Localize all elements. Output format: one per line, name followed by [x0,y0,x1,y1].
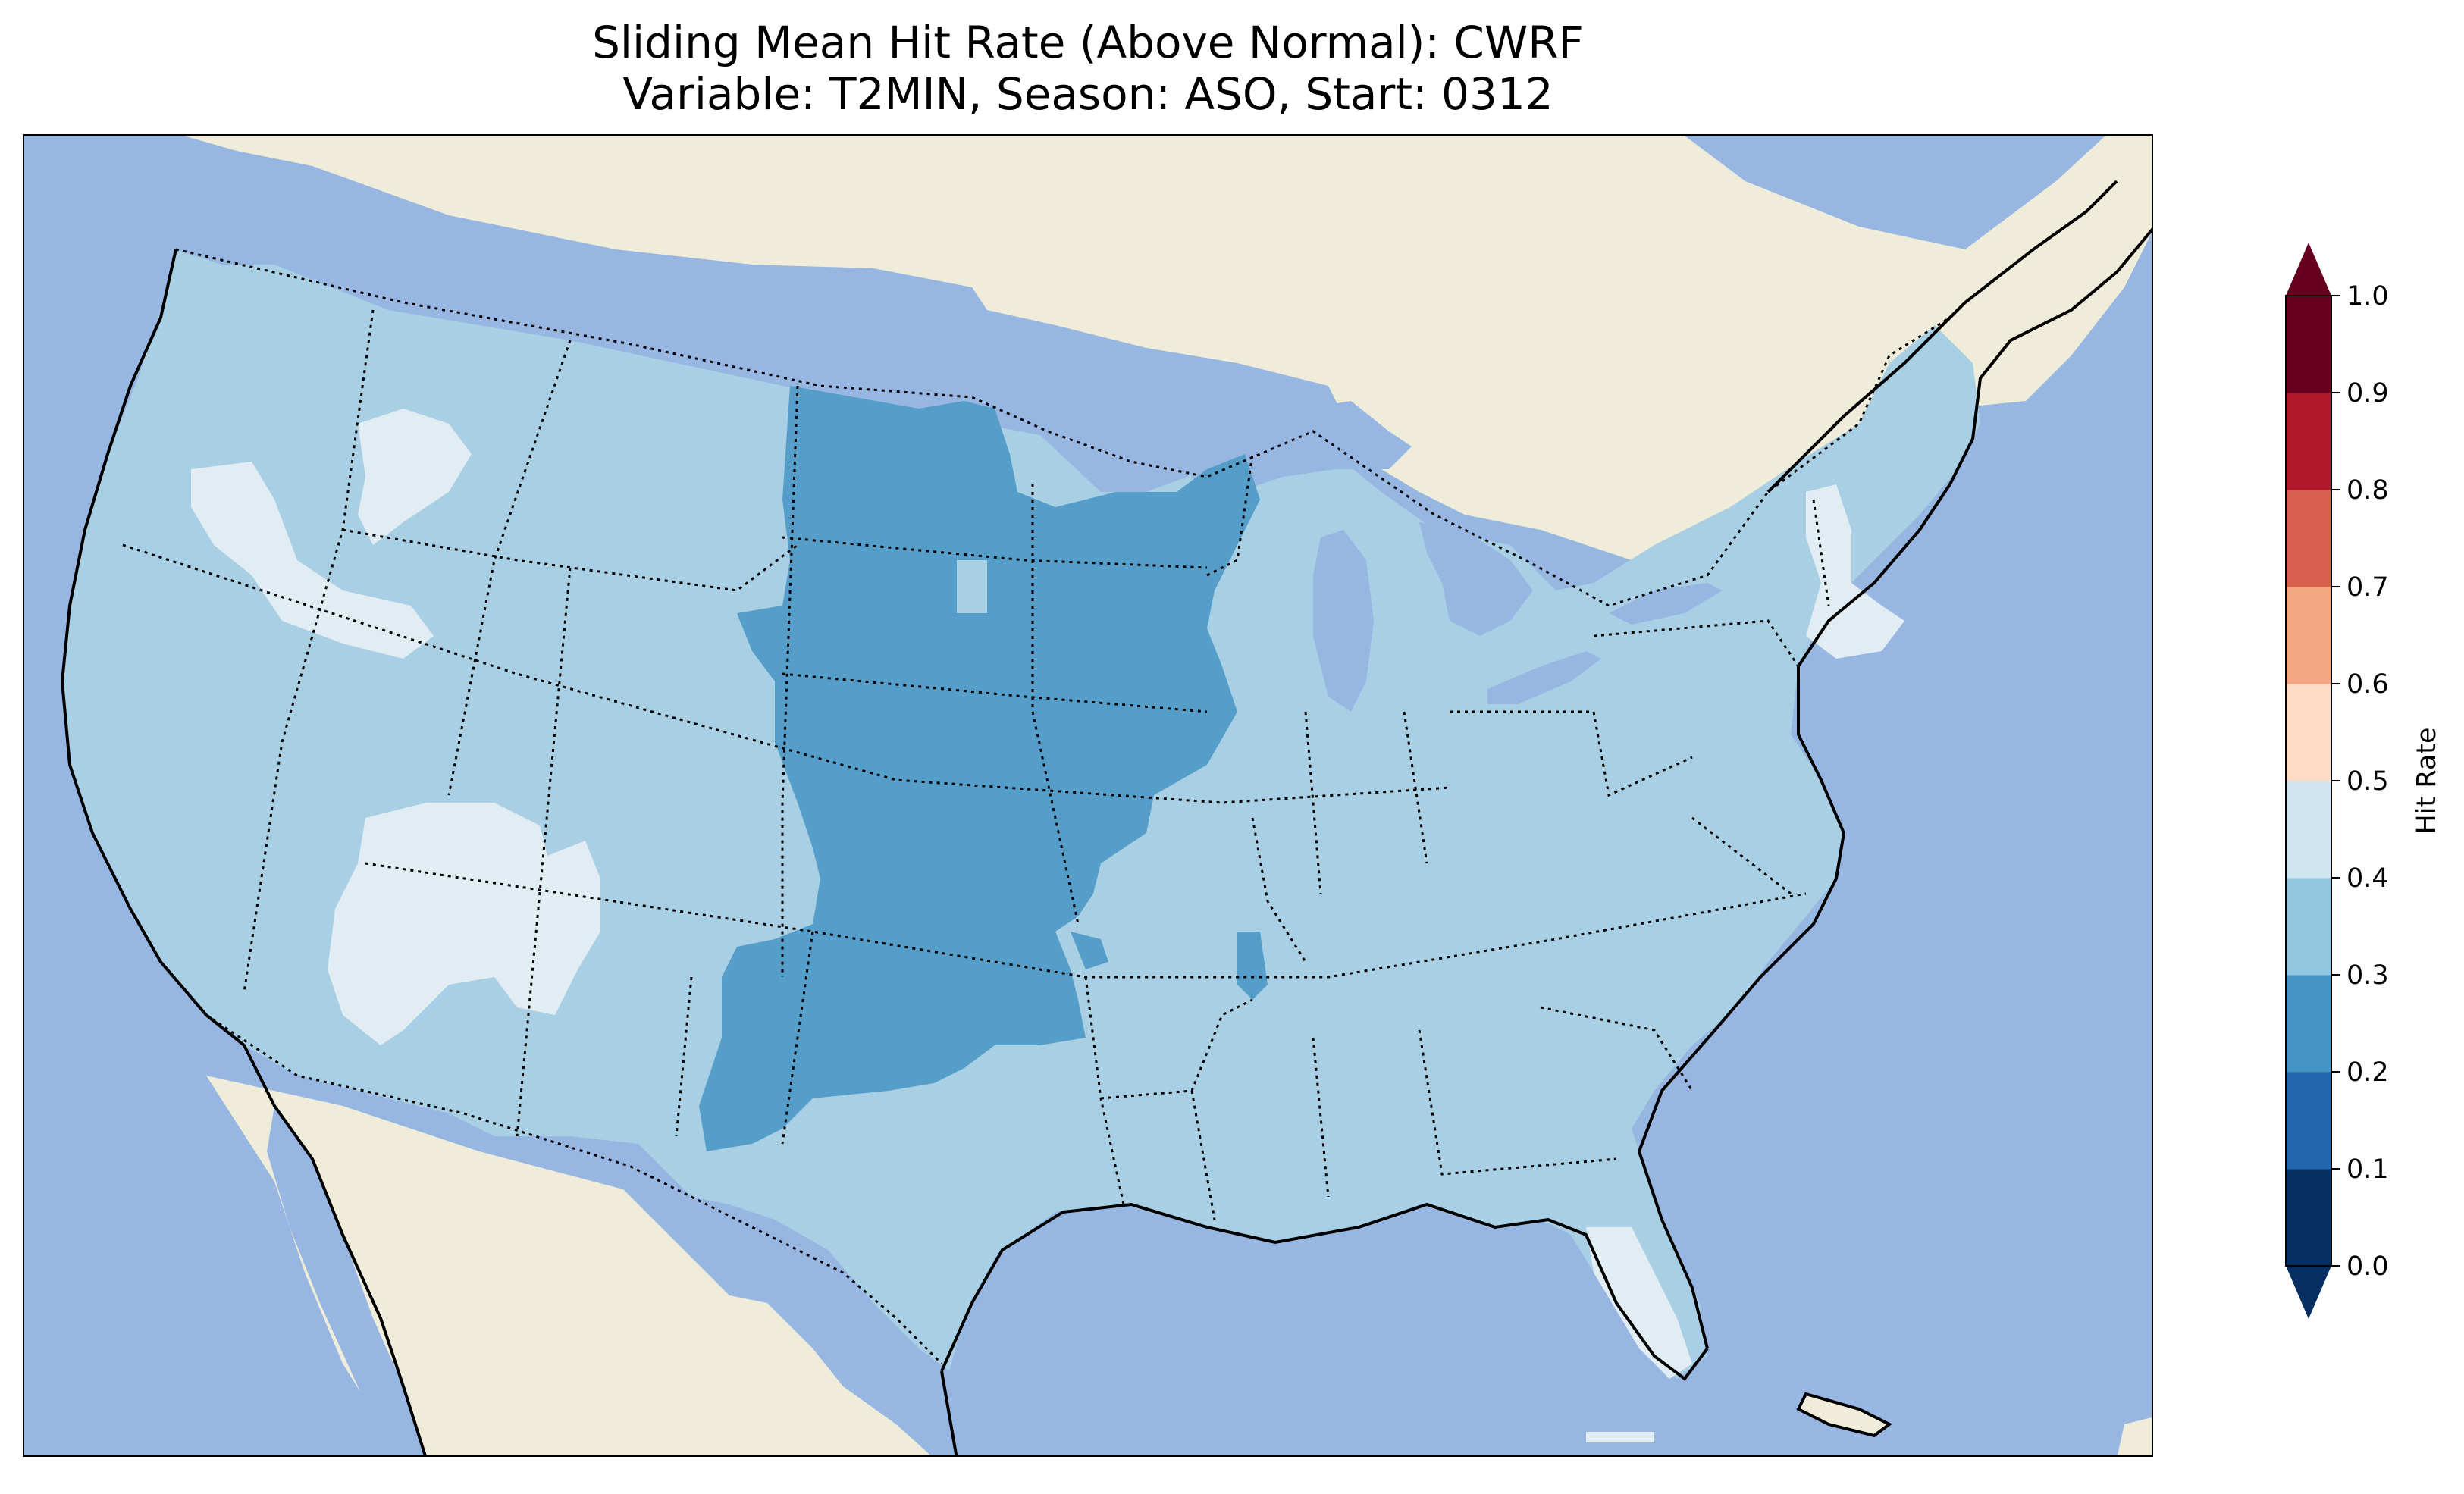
colorbar-bin [2286,490,2331,587]
colorbar-bins [2286,296,2331,1267]
country-border-mexico [205,1013,943,1365]
lake-michigan [1313,530,1374,712]
gulf-of-california [267,1106,425,1455]
colorbar-tick-label: 0.8 [2346,475,2389,506]
colorbar-tick-label: 0.3 [2346,960,2389,991]
colorbar-ticks: 0.0 0.1 0.2 0.3 0.4 0.5 0.6 0.7 0.8 0.9 1.0 [2331,281,2389,1282]
coastline-atlantic [1637,227,2152,1349]
colorbar-extend-min [2286,1266,2331,1319]
field-class-0-4-florida [1586,1227,1692,1379]
colorbar-tick-label: 0.1 [2346,1154,2389,1185]
colorbar-tick-label: 0.9 [2346,378,2389,409]
colorbar-tick-label: 0.7 [2346,572,2389,603]
land-caribbean [2117,1417,2152,1455]
field-class-0-4-idaho [358,409,472,545]
coastline-mexico-east [940,1370,958,1455]
field-class-0-4-new-england [1806,484,1904,659]
field-class-0-2-ar [1071,932,1108,969]
colorbar-bin [2286,1169,2331,1267]
map-canvas [24,136,2152,1455]
field-class-0-4-keys [1586,1432,1654,1442]
colorbar-tick-label: 0.5 [2346,766,2389,797]
map-panel [23,134,2153,1457]
title-line-2: Variable: T2MIN, Season: ASO, Start: 031… [622,68,1553,120]
lake-erie [1487,651,1601,704]
colorbar-tick-label: 0.0 [2346,1251,2389,1282]
colorbar-bin [2286,684,2331,781]
colorbar-bin [2286,393,2331,490]
colorbar-tick-label: 1.0 [2346,281,2389,312]
colorbar-tick-label: 0.6 [2346,669,2389,700]
coastline-gulf [940,1202,1709,1381]
colorbar-bin [2286,296,2331,393]
colorbar-bin [2286,781,2331,879]
land-cuba [1796,1392,1892,1438]
coastline-st-lawrence [1766,180,2118,493]
colorbar-tick-label: 0.2 [2346,1057,2389,1088]
coastline-pacific [60,249,427,1455]
colorbar-bin [2286,975,2331,1073]
field-class-0-3-patch-sd [957,560,987,613]
field-class-0-2-plains [699,386,1260,1151]
lake-ontario [1609,583,1723,625]
colorbar-bin [2286,587,2331,684]
title-line-1: Sliding Mean Hit Rate (Above Normal): CW… [592,17,1584,68]
field-class-0-2-bootheel [1237,932,1268,1000]
colorbar-label: Hit Rate [2412,727,2442,834]
colorbar: 0.0 0.1 0.2 0.3 0.4 0.5 0.6 0.7 0.8 0.9 1.0 Hit Ra… [2285,243,2442,1319]
lake-huron [1419,522,1533,636]
chart-title: Sliding Mean Hit Rate (Above Normal): CW… [23,17,2153,120]
colorbar-bin [2286,1072,2331,1170]
country-border-canada [175,248,1951,607]
colorbar-extend-max [2286,243,2331,296]
colorbar-tick-label: 0.4 [2346,863,2389,894]
colorbar-bin [2286,878,2331,976]
field-class-0-4-oregon [191,462,434,659]
state-borders [122,309,1830,1220]
